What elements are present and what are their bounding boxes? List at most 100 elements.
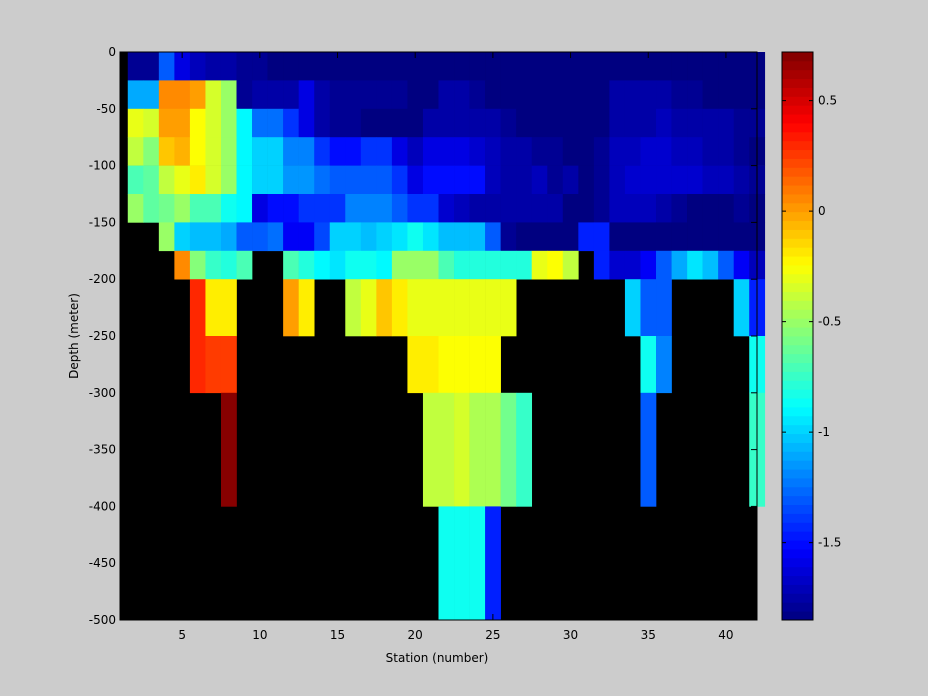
heatmap-cell — [158, 80, 175, 110]
heatmap-cell — [220, 137, 237, 166]
heatmap-cell — [640, 194, 657, 223]
heatmap-cell — [345, 279, 362, 337]
heatmap-cell — [624, 222, 641, 252]
heatmap-cell — [174, 52, 191, 81]
colorbar-segment — [782, 531, 813, 541]
colorbar-segment — [782, 309, 813, 319]
heatmap-cell — [469, 392, 486, 507]
colorbar-segment — [782, 495, 813, 506]
heatmap-cell — [174, 194, 191, 223]
heatmap-cell — [547, 52, 564, 81]
heatmap-cell — [220, 165, 237, 195]
heatmap-cell — [547, 222, 564, 252]
colorbar-segment — [782, 131, 813, 142]
heatmap-cell — [733, 165, 750, 195]
heatmap-cell — [345, 137, 362, 166]
colorbar-tick-label: -1.5 — [818, 536, 841, 550]
heatmap-cell — [671, 222, 688, 252]
y-tick-label: -350 — [89, 443, 116, 457]
heatmap-cell — [609, 250, 626, 280]
colorbar-segment — [782, 176, 813, 186]
heatmap-cell — [454, 250, 470, 280]
heatmap-cell — [562, 52, 579, 81]
heatmap-cell — [454, 336, 470, 394]
heatmap-cell — [562, 80, 579, 110]
heatmap-cell — [407, 279, 424, 337]
heatmap-cell — [391, 165, 408, 195]
heatmap-cell — [469, 506, 486, 621]
heatmap-cell — [314, 108, 331, 138]
colorbar-segment — [782, 78, 813, 88]
heatmap-cell — [547, 80, 564, 110]
heatmap-cell — [391, 52, 408, 81]
heatmap-cell — [454, 80, 470, 110]
heatmap-cell — [376, 194, 393, 223]
heatmap-cell — [345, 52, 362, 81]
heatmap-cell — [531, 137, 548, 166]
heatmap-cell — [220, 80, 237, 110]
heatmap-cell — [158, 52, 175, 81]
heatmap-cell — [205, 194, 222, 223]
heatmap-cell — [640, 137, 657, 166]
heatmap-cell — [640, 165, 657, 195]
heatmap-cell — [407, 108, 424, 138]
heatmap-cell — [220, 250, 237, 280]
colorbar-segment — [782, 202, 813, 213]
heatmap-cell — [454, 506, 470, 621]
heatmap-cell — [609, 108, 626, 138]
colorbar-segment — [782, 220, 813, 230]
colorbar-segment — [782, 424, 813, 435]
heatmap-cell — [640, 222, 657, 252]
heatmap-cell — [578, 137, 595, 166]
heatmap-cell — [469, 279, 486, 337]
heatmap-cell — [547, 194, 564, 223]
heatmap-cell — [236, 165, 253, 195]
heatmap-cell — [205, 80, 222, 110]
heatmap-cell — [422, 137, 439, 166]
y-tick-label: -100 — [89, 159, 116, 173]
colorbar-segment — [782, 371, 813, 381]
heatmap-cell — [345, 165, 362, 195]
heatmap-cell — [205, 165, 222, 195]
colorbar-segment — [782, 389, 813, 399]
colorbar: 0.5 0 -0.5 -1 -1.5 — [781, 51, 841, 621]
y-tick-label: 0 — [108, 45, 116, 59]
heatmap-cell — [174, 250, 191, 280]
heatmap-cell — [733, 279, 750, 337]
heatmap-cell — [407, 52, 424, 81]
heatmap-cell — [143, 80, 160, 110]
heatmap-cell — [656, 336, 672, 394]
x-tick-label: 20 — [408, 628, 423, 642]
heatmap-cell — [593, 52, 610, 81]
heatmap-cell — [500, 222, 517, 252]
colorbar-segment — [782, 469, 813, 479]
heatmap-cell — [329, 108, 346, 138]
heatmap-cell — [609, 52, 626, 81]
heatmap-cell — [578, 222, 595, 252]
heatmap-cell — [671, 165, 688, 195]
heatmap-cell — [438, 194, 455, 223]
heatmap-cell — [407, 222, 424, 252]
colorbar-segment — [782, 513, 813, 523]
heatmap-cell — [189, 137, 206, 166]
heatmap-cell — [469, 222, 486, 252]
heatmap-cell — [562, 137, 579, 166]
heatmap-cell — [189, 80, 206, 110]
heatmap-cell — [687, 194, 703, 223]
heatmap-cell — [345, 222, 362, 252]
heatmap-cell — [671, 108, 688, 138]
colorbar-segment — [782, 451, 813, 461]
heatmap-cell — [454, 52, 470, 81]
heatmap-cell — [516, 222, 533, 252]
colorbar-segment — [782, 442, 813, 452]
heatmap-cell — [733, 250, 750, 280]
colorbar-segment — [782, 353, 813, 364]
heatmap-cell — [485, 137, 501, 166]
heatmap-cell — [174, 222, 191, 252]
heatmap-cell — [345, 194, 362, 223]
heatmap-cell — [205, 250, 222, 280]
heatmap-cell — [562, 222, 579, 252]
heatmap-cell — [205, 108, 222, 138]
heatmap-cell — [593, 137, 610, 166]
x-tick-label: 10 — [252, 628, 267, 642]
